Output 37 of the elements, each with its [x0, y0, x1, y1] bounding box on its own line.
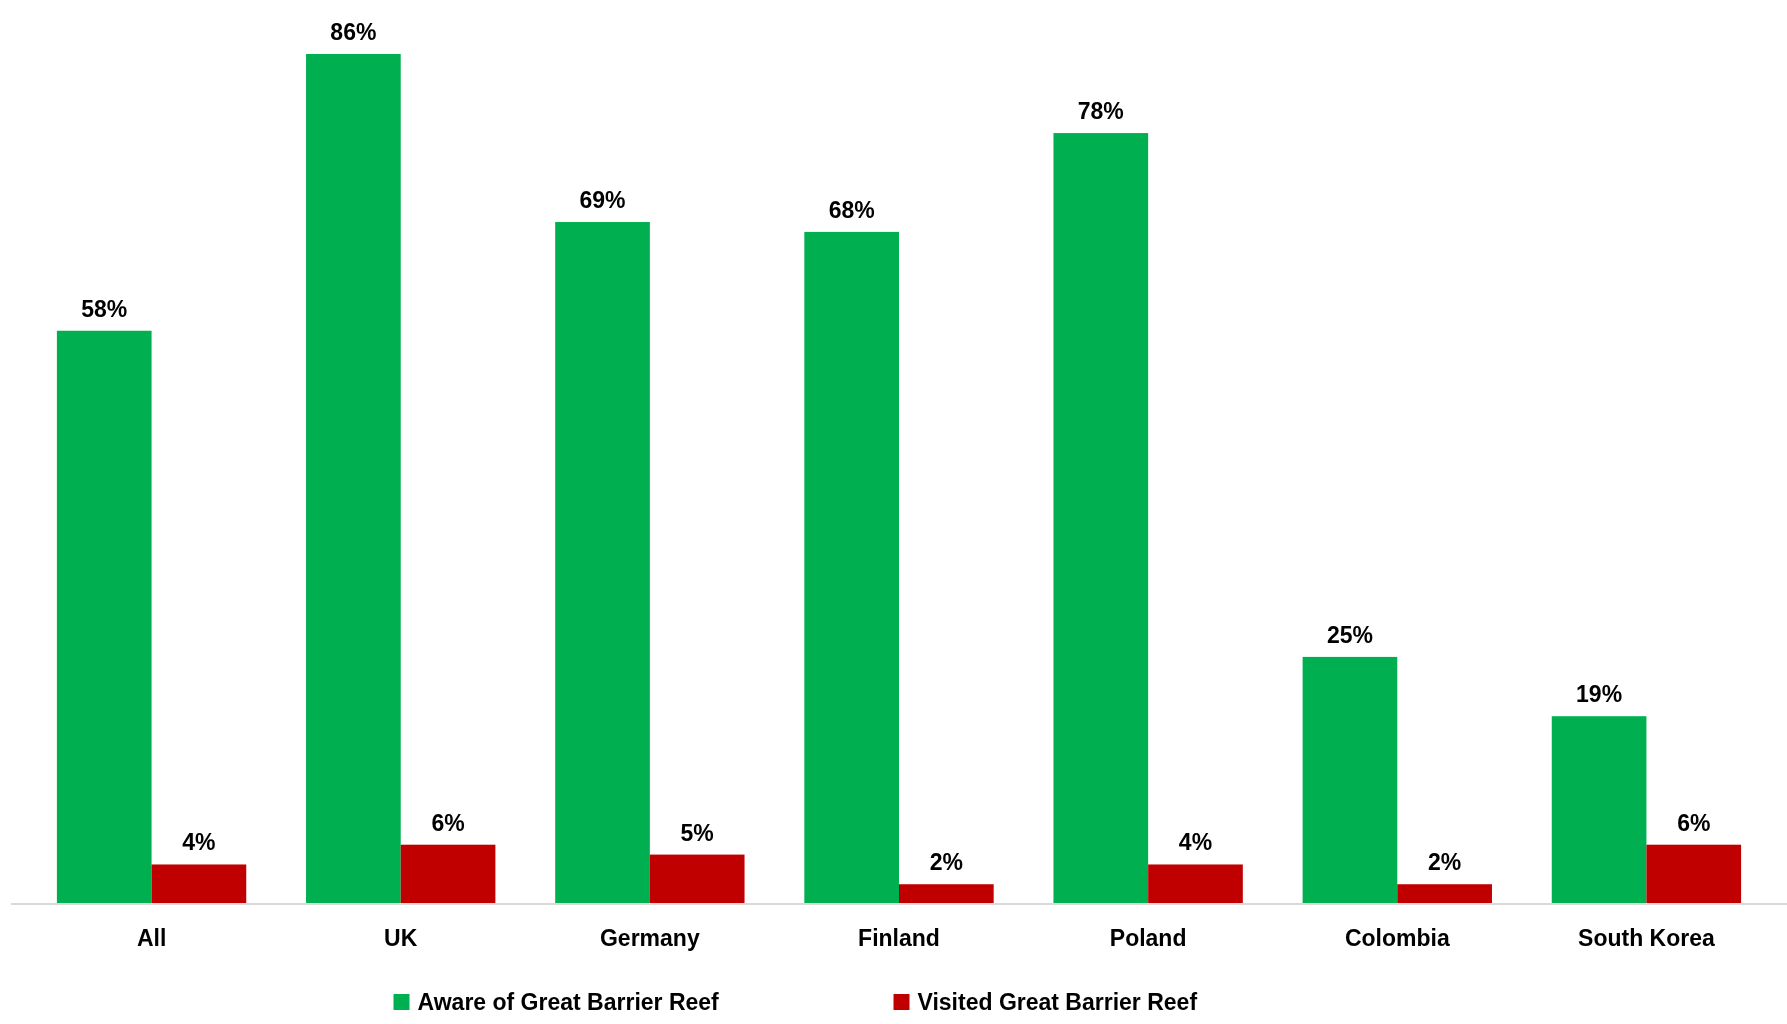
bar — [151, 864, 247, 904]
data-label: 2% — [929, 849, 963, 876]
data-label: 78% — [1077, 98, 1124, 125]
x-tick-label: All — [136, 925, 167, 951]
data-label: 2% — [1428, 849, 1462, 876]
bar — [804, 231, 899, 904]
bar — [1148, 864, 1243, 904]
data-label: 6% — [1677, 809, 1711, 836]
x-tick-label: Finland — [858, 925, 940, 951]
legend-label: Aware of Great Barrier Reef — [417, 989, 720, 1015]
bar — [1397, 884, 1492, 904]
data-label: 19% — [1576, 681, 1623, 708]
legend-label: Visited Great Barrier Reef — [917, 989, 1198, 1015]
data-label: 5% — [680, 819, 714, 846]
data-label: 6% — [431, 809, 465, 836]
data-label: 69% — [579, 187, 626, 214]
data-label: 25% — [1326, 621, 1373, 648]
bar — [649, 854, 745, 904]
bar — [1551, 716, 1647, 904]
data-label: 68% — [828, 196, 875, 223]
bar — [306, 54, 401, 904]
data-label: 58% — [81, 295, 128, 322]
x-tick-label: UK — [384, 925, 418, 951]
data-label: 86% — [330, 19, 377, 45]
bar — [555, 222, 650, 904]
data-label: 4% — [1178, 829, 1213, 856]
x-tick-label: Poland — [1109, 925, 1187, 951]
bar — [899, 884, 994, 904]
x-tick-label: Colombia — [1344, 925, 1450, 951]
bar — [1302, 656, 1398, 904]
x-tick-label: South Korea — [1578, 925, 1715, 951]
bar — [400, 844, 496, 904]
bar — [56, 330, 152, 904]
bar — [1053, 133, 1149, 904]
data-label: 4% — [182, 829, 216, 856]
bar — [1646, 844, 1742, 904]
x-tick-label: Germany — [600, 925, 700, 951]
